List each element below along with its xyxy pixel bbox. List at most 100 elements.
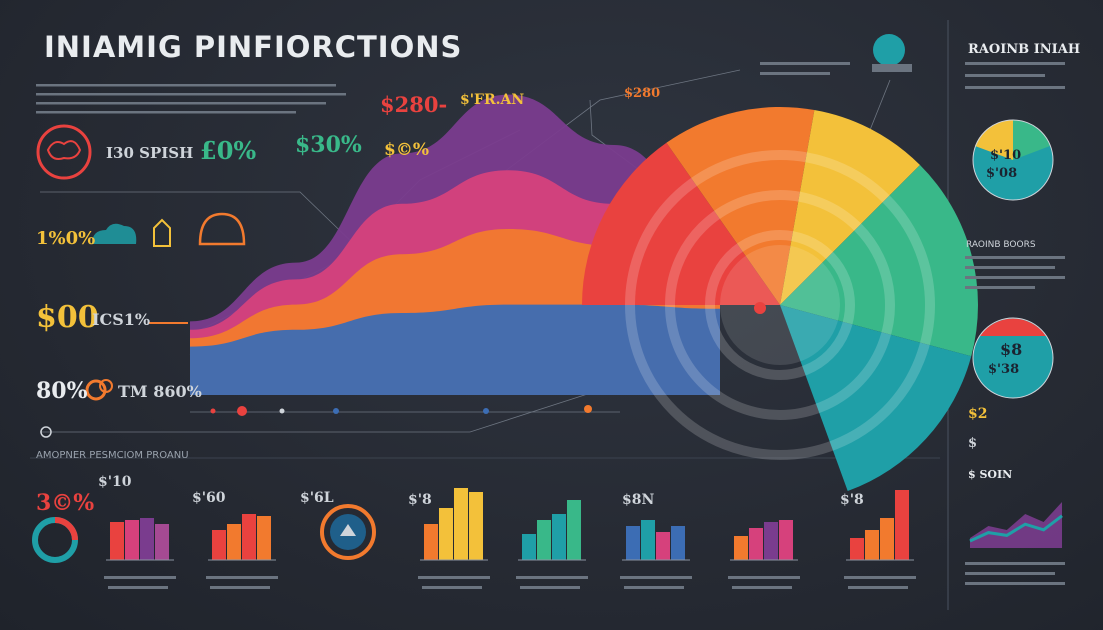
bar-charts	[104, 488, 1063, 589]
brain-icon	[36, 124, 92, 180]
text-line	[965, 286, 1035, 289]
connector-line	[869, 79, 891, 131]
bar-chart-6-bar-3	[764, 522, 778, 560]
right-small-1: $2	[968, 406, 988, 422]
circle-outline	[972, 119, 1054, 201]
label-l1: I30 SPISH	[106, 144, 194, 162]
circle2-value-2: $'38	[988, 362, 1020, 377]
circle-outline	[972, 317, 1054, 399]
dollar-ring	[873, 34, 905, 66]
circle-slice	[980, 318, 1046, 336]
bar-chart-4-bar-1	[522, 534, 536, 560]
label-top3: $280	[624, 86, 661, 101]
label-l3: $30%	[295, 132, 362, 158]
bar-label-1: $'10	[98, 474, 132, 490]
dollar-base	[872, 64, 912, 72]
piggy-bank-icon-shape	[198, 212, 246, 246]
text-line	[965, 62, 1065, 65]
bar-chart-3-bar-1	[424, 524, 438, 560]
label-l9: TM 860%	[118, 382, 202, 401]
bar-chart-5-bar-4	[671, 526, 685, 560]
marker	[237, 406, 247, 416]
bar-chart-4-bar-4	[567, 500, 581, 560]
bar-chart-2-bar-3	[242, 514, 256, 560]
bar-chart-6-bar-1	[734, 536, 748, 560]
text-line	[965, 74, 1045, 77]
bar-chart-1-caption-line	[104, 576, 176, 579]
marker	[210, 408, 216, 414]
text-line	[965, 582, 1065, 585]
bar-chart-5-caption-line	[624, 586, 684, 589]
fan-ring-1	[625, 150, 935, 460]
fan-ring-3	[705, 230, 855, 380]
piggy-bank-icon	[198, 212, 246, 246]
brain-icon-ring	[36, 124, 92, 180]
fan-chart	[582, 107, 979, 492]
fan-center	[720, 245, 840, 365]
circle-ring	[973, 318, 1053, 398]
bar-chart-1-bar-2	[125, 520, 139, 560]
hand-icon-shape	[153, 218, 171, 247]
bar-chart-4-bar-3	[552, 514, 566, 560]
label-top2: $'FR.AN	[460, 92, 525, 108]
bar-chart-5-bar-3	[656, 532, 670, 560]
bar-chart-5-caption-line	[620, 576, 692, 579]
label-l5: 1%0%	[36, 228, 96, 249]
circle2-value-1: $8	[1000, 340, 1023, 359]
text-line	[760, 62, 850, 65]
clock-ring	[320, 504, 376, 560]
coin	[85, 379, 107, 401]
label-l6: $00	[36, 300, 99, 335]
circle-slice	[975, 119, 1013, 160]
text-line	[965, 562, 1065, 565]
marker	[483, 408, 489, 414]
area-series-4	[190, 304, 720, 395]
bar-chart-6-bar-4	[779, 520, 793, 560]
bar-chart-2-bar-4	[257, 516, 271, 560]
text-line	[965, 572, 1055, 575]
text-line	[965, 256, 1065, 259]
bar-chart-7-caption-line	[844, 576, 916, 579]
mini-area-line	[969, 514, 1063, 543]
coins-icon	[85, 379, 113, 401]
bar-chart-6-caption-line	[728, 576, 800, 579]
text-line	[965, 86, 1065, 89]
bar-chart-1-bar-1	[110, 522, 124, 560]
bar-chart-7-bar-2	[865, 530, 879, 560]
bar-chart-6-caption-line	[732, 586, 792, 589]
bar-chart-1-caption-line	[108, 586, 168, 589]
bar-chart-1-bar-3	[140, 518, 154, 560]
fan-center-dot	[754, 302, 766, 314]
bar-chart-3-bar-2	[439, 508, 453, 560]
circle1-value-2: $'08	[986, 166, 1018, 181]
dollar-icon	[872, 34, 912, 72]
bar-chart-2-caption-line	[206, 576, 278, 579]
bar-chart-1-bar-4	[155, 524, 169, 560]
bar-chart-4-caption-line	[516, 576, 588, 579]
bar-chart-4-caption-line	[520, 586, 580, 589]
area-chart	[190, 94, 720, 395]
hand-icon	[153, 218, 171, 247]
circle-chart-2	[972, 317, 1054, 399]
marker	[584, 405, 592, 413]
timeline-markers	[40, 405, 592, 438]
cloud-icon-shape	[92, 223, 137, 244]
label-l7: ICS1%	[92, 310, 151, 329]
bar-chart-7-bar-3	[880, 518, 894, 560]
bar-label-5: $8N	[622, 492, 655, 508]
donut-segment	[54, 517, 78, 541]
bar-chart-2-caption-line	[210, 586, 270, 589]
coin	[99, 379, 113, 393]
bar-chart-7-bar-1	[850, 538, 864, 560]
right-head: RAOINB INIAH	[968, 42, 1081, 57]
bar-chart-5-bar-1	[626, 526, 640, 560]
bar-chart-4-bar-2	[537, 520, 551, 560]
bar-chart-3-caption-line	[418, 576, 490, 579]
text-line	[965, 266, 1055, 269]
mini-area-fill	[970, 502, 1062, 548]
right-small-2: $	[968, 436, 978, 451]
bar-chart-5-bar-2	[641, 520, 655, 560]
cloud-icon	[92, 223, 137, 244]
